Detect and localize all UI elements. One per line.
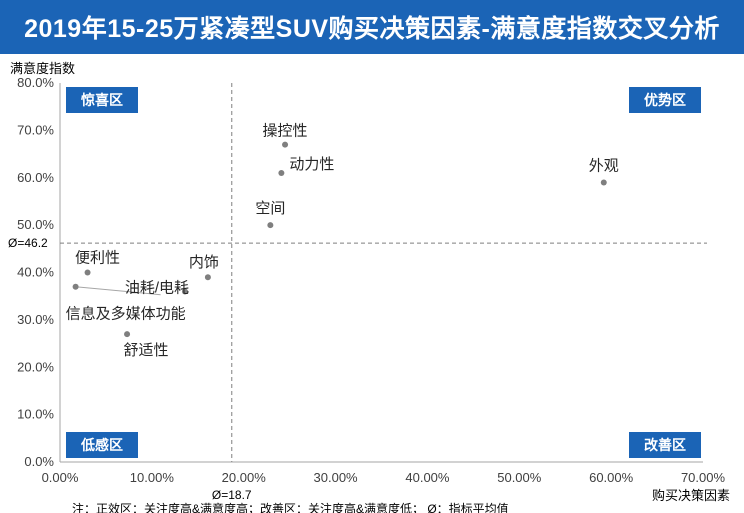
quadrant-badge <box>66 87 138 113</box>
y-tick-label: 0.0% <box>24 454 54 469</box>
quadrant-label: 低感区 <box>80 437 123 453</box>
quadrant-badge <box>629 87 701 113</box>
point-marker <box>267 222 274 229</box>
scatter-point: 便利性 <box>75 250 120 276</box>
y-average-label: Ø=46.2 <box>8 236 48 250</box>
x-tick-label: 30.00% <box>314 470 359 485</box>
quadrant-badge <box>629 432 701 458</box>
point-label: 舒适性 <box>124 342 169 359</box>
quadrant-top-left: 惊喜区 <box>66 87 138 113</box>
y-tick-label: 50.0% <box>17 217 54 232</box>
point-marker <box>84 269 91 276</box>
y-tick-label: 40.0% <box>17 265 54 280</box>
point-marker <box>278 170 285 177</box>
page-title: 2019年15-25万紧凑型SUV购买决策因素-满意度指数交叉分析 <box>0 0 744 54</box>
x-tick-label: 10.00% <box>130 470 175 485</box>
scatter-point: 操控性 <box>263 123 308 148</box>
x-average-label: Ø=18.7 <box>212 488 252 502</box>
x-tick-label: 0.00% <box>42 470 79 485</box>
point-label: 油耗/电耗 <box>125 279 189 296</box>
x-axis-title: 购买决策因素 <box>652 488 730 503</box>
x-tick-label: 40.00% <box>405 470 450 485</box>
quadrant-bottom-right: 改善区 <box>629 432 701 458</box>
quadrant-bottom-left: 低感区 <box>66 432 138 458</box>
y-tick-label: 70.0% <box>17 122 54 137</box>
point-label: 便利性 <box>75 250 120 267</box>
x-tick-label: 60.00% <box>589 470 634 485</box>
x-tick-label: 20.00% <box>222 470 267 485</box>
point-label: 空间 <box>255 200 285 217</box>
point-label: 外观 <box>589 157 619 174</box>
average-lines-layer: Ø=18.7 Ø=46.2 <box>8 83 707 502</box>
scatter-point: 外观 <box>589 157 619 186</box>
scatter-point: 舒适性 <box>124 331 169 359</box>
axes-layer: 0.00% 10.00% 20.00% 30.00% 40.00% 50.00% 60.00… <box>17 75 725 485</box>
point-marker <box>600 179 607 186</box>
scatter-point: 内饰 <box>189 254 219 281</box>
point-label: 内饰 <box>189 254 219 271</box>
scatter-point: 油耗/电耗 <box>125 279 189 296</box>
point-marker <box>181 288 188 295</box>
quadrant-label: 优势区 <box>644 92 686 108</box>
y-tick-label: 80.0% <box>17 75 54 90</box>
leader-line <box>75 286 161 296</box>
quadrant-label: 惊喜区 <box>80 92 123 108</box>
quadrant-badge <box>66 432 138 458</box>
quadrant-label: 改善区 <box>644 437 686 453</box>
y-axis-title: 满意度指数 <box>10 61 75 76</box>
quadrant-top-right: 优势区 <box>629 87 701 113</box>
point-marker <box>282 141 289 148</box>
y-tick-label: 30.0% <box>17 312 54 327</box>
scatter-point: 动力性 <box>278 156 334 177</box>
scatter-point: 信息及多媒体功能 <box>66 283 186 323</box>
y-tick-label: 60.0% <box>17 170 54 185</box>
point-label: 信息及多媒体功能 <box>66 306 186 323</box>
y-tick-label: 20.0% <box>17 359 54 374</box>
point-marker <box>124 331 131 338</box>
point-label: 动力性 <box>289 156 334 173</box>
y-tick-label: 10.0% <box>17 407 54 422</box>
x-tick-label: 70.00% <box>681 470 726 485</box>
x-tick-label: 50.00% <box>497 470 542 485</box>
point-label: 操控性 <box>263 123 308 140</box>
footnote: 注：正效区：关注度高&满意度高；改善区：关注度高&满意度低； Ø：指标平均值 <box>72 501 509 513</box>
point-marker <box>72 283 79 290</box>
point-marker <box>204 274 211 281</box>
scatter-point: 空间 <box>255 200 285 229</box>
